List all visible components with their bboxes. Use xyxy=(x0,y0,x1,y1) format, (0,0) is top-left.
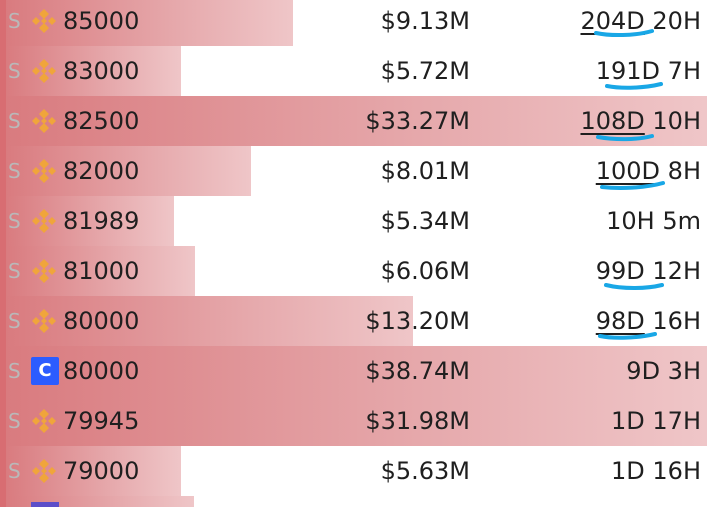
price-level: 83000 xyxy=(63,57,140,85)
price-level: 82000 xyxy=(63,157,140,185)
order-row[interactable]: S 82000 $8.01M 100D 8H xyxy=(0,146,707,196)
order-duration: 108D 10H xyxy=(580,106,701,136)
order-amount: $5.72M xyxy=(380,57,470,85)
side-label: S xyxy=(8,309,21,333)
duration-hours: 8H xyxy=(660,157,701,185)
side-label: S xyxy=(8,9,21,33)
order-row[interactable]: S 85000 $9.13M 204D 20H xyxy=(0,0,707,46)
order-amount: $38.74M xyxy=(365,357,470,385)
duration-hours: 3H xyxy=(660,357,701,385)
duration-hours: 16H xyxy=(644,457,701,485)
side-label: S xyxy=(8,159,21,183)
row-edge xyxy=(0,446,6,496)
row-edge xyxy=(0,146,6,196)
order-duration: 191D 7H xyxy=(596,56,701,86)
row-edge xyxy=(0,396,6,446)
row-edge xyxy=(0,96,6,146)
price-level: 82500 xyxy=(63,107,140,135)
duration-days: 191D xyxy=(595,57,661,85)
row-edge xyxy=(0,46,6,96)
duration-hours: 12H xyxy=(644,257,701,285)
side-label: S xyxy=(8,59,21,83)
order-row[interactable]: S 81989 $5.34M 10H 5m xyxy=(0,196,707,246)
duration-hours: 16H xyxy=(644,307,701,335)
order-duration: 1D 16H xyxy=(611,456,701,486)
side-label: S xyxy=(8,409,21,433)
binance-icon xyxy=(32,309,56,333)
order-duration: 9D 3H xyxy=(626,356,701,386)
order-row[interactable]: S 81000 $6.06M 99D 12H xyxy=(0,246,707,296)
volume-bar xyxy=(6,296,413,346)
side-label: S xyxy=(8,459,21,483)
duration-days: 204D xyxy=(580,7,645,35)
partial-row-icon xyxy=(31,502,59,507)
duration-hours: 10H 5m xyxy=(606,207,701,235)
order-duration: 98D 16H xyxy=(596,306,701,336)
order-amount: $13.20M xyxy=(365,307,470,335)
row-edge xyxy=(0,346,6,396)
order-amount: $6.06M xyxy=(380,257,470,285)
duration-hours: 20H xyxy=(644,7,701,35)
price-level: 81000 xyxy=(63,257,140,285)
duration-days: 98D xyxy=(595,307,645,335)
partial-row-bar xyxy=(6,496,194,507)
binance-icon xyxy=(32,209,56,233)
row-edge xyxy=(0,0,6,46)
side-label: S xyxy=(8,259,21,283)
binance-icon xyxy=(32,459,56,483)
order-amount: $5.34M xyxy=(380,207,470,235)
price-level: 79945 xyxy=(63,407,140,435)
duration-hours: 17H xyxy=(644,407,701,435)
price-level: 81989 xyxy=(63,207,140,235)
binance-icon xyxy=(32,59,56,83)
order-duration: 10H 5m xyxy=(606,206,701,236)
row-edge xyxy=(0,296,6,346)
duration-days: 1D xyxy=(611,407,645,435)
order-duration: 100D 8H xyxy=(596,156,701,186)
duration-hours: 7H xyxy=(660,57,701,85)
price-level: 80000 xyxy=(63,307,140,335)
binance-icon xyxy=(32,409,56,433)
volume-bar xyxy=(6,396,707,446)
order-amount: $9.13M xyxy=(380,7,470,35)
row-edge xyxy=(0,196,6,246)
order-duration: 99D 12H xyxy=(596,256,701,286)
volume-bar xyxy=(6,346,707,396)
volume-bar xyxy=(6,96,707,146)
duration-hours: 10H xyxy=(644,107,701,135)
order-amount: $5.63M xyxy=(380,457,470,485)
duration-days: 1D xyxy=(611,457,645,485)
order-row[interactable]: S 83000 $5.72M 191D 7H xyxy=(0,46,707,96)
row-edge xyxy=(0,246,6,296)
partial-row xyxy=(0,496,707,507)
side-label: S xyxy=(8,209,21,233)
duration-days: 9D xyxy=(626,357,661,385)
duration-days: 99D xyxy=(595,257,645,285)
binance-icon xyxy=(32,259,56,283)
order-row[interactable]: S 79945 $31.98M 1D 17H xyxy=(0,396,707,446)
partial-row-edge xyxy=(0,496,6,507)
price-level: 79000 xyxy=(63,457,140,485)
order-row[interactable]: S 82500 $33.27M 108D 10H xyxy=(0,96,707,146)
order-duration: 1D 17H xyxy=(611,406,701,436)
order-amount: $31.98M xyxy=(365,407,470,435)
binance-icon xyxy=(32,159,56,183)
order-amount: $8.01M xyxy=(380,157,470,185)
coinbase-icon: C xyxy=(31,357,59,385)
side-label: S xyxy=(8,109,21,133)
side-label: S xyxy=(8,359,21,383)
price-level: 80000 xyxy=(63,357,140,385)
order-row[interactable]: S 80000 $13.20M 98D 16H xyxy=(0,296,707,346)
duration-days: 100D xyxy=(595,157,661,185)
order-row[interactable]: S C 80000 $38.74M 9D 3H xyxy=(0,346,707,396)
order-amount: $33.27M xyxy=(365,107,470,135)
order-duration: 204D 20H xyxy=(580,6,701,36)
order-row[interactable]: S 79000 $5.63M 1D 16H xyxy=(0,446,707,496)
price-level: 85000 xyxy=(63,7,140,35)
binance-icon xyxy=(32,109,56,133)
duration-days: 108D xyxy=(580,107,645,135)
binance-icon xyxy=(32,9,56,33)
